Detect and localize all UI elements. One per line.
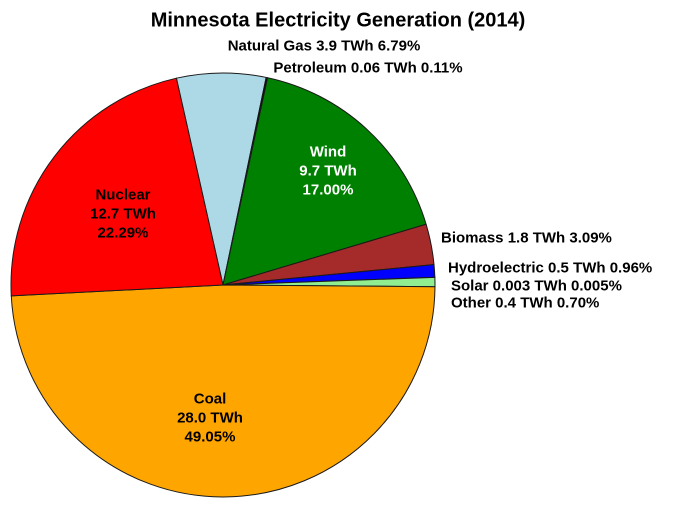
wind-name: Wind: [309, 143, 347, 161]
nuclear-value: 12.7 TWh: [90, 205, 156, 223]
chart-title: Minnesota Electricity Generation (2014): [150, 9, 526, 32]
pie-slice-coal: [10, 284, 436, 498]
slice-label-nuclear: Nuclear 12.7 TWh 22.29%: [90, 186, 156, 243]
coal-value: 28.0 TWh: [177, 409, 243, 427]
slice-label-petroleum: Petroleum 0.06 TWh 0.11%: [273, 59, 463, 77]
slice-label-hydroelectric: Hydroelectric 0.5 TWh 0.96%: [448, 259, 653, 277]
slice-label-wind: Wind 9.7 TWh 17.00%: [299, 143, 357, 200]
pie-slice-nuclear: [10, 77, 224, 297]
pie-slice-wind: [222, 77, 427, 286]
coal-pct: 49.05%: [184, 428, 236, 446]
wind-value: 9.7 TWh: [299, 162, 357, 180]
slice-label-coal: Coal 28.0 TWh 49.05%: [177, 390, 243, 447]
slice-label-natural-gas: Natural Gas 3.9 TWh 6.79%: [227, 37, 421, 55]
wind-pct: 17.00%: [302, 181, 354, 199]
coal-name: Coal: [193, 390, 227, 408]
nuclear-pct: 22.29%: [97, 224, 149, 242]
slice-label-solar: Solar 0.003 TWh 0.005%: [451, 277, 622, 295]
slice-label-biomass: Biomass 1.8 TWh 3.09%: [441, 229, 612, 247]
nuclear-name: Nuclear: [95, 186, 151, 204]
slice-label-other: Other 0.4 TWh 0.70%: [451, 294, 600, 312]
